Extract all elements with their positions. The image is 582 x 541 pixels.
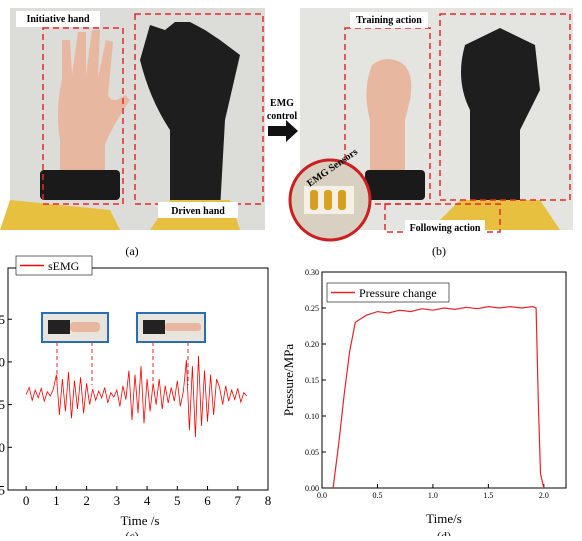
- x-tick-label: 6: [204, 493, 211, 508]
- legend-label: sEMG: [48, 259, 80, 273]
- photo-label: Initiative hand: [26, 14, 90, 25]
- x-tick-label: 2.0: [539, 491, 549, 500]
- photo-label: Driven hand: [171, 206, 225, 217]
- x-tick-label: 2: [83, 493, 90, 508]
- caption: (c): [125, 529, 138, 536]
- y-tick-label: 5: [0, 397, 5, 412]
- y-tick-label: 0.20: [305, 340, 319, 349]
- arrow-text: control: [267, 111, 298, 122]
- y-tick-label: 0.10: [305, 412, 319, 421]
- inset: [42, 313, 205, 385]
- x-tick-label: 5: [174, 493, 181, 508]
- y-tick-label: 5: [0, 483, 5, 498]
- data-line: [333, 307, 544, 488]
- y-tick-label: 0: [0, 440, 5, 455]
- x-tick-label: 8: [265, 493, 272, 508]
- x-axis-title: Time/s: [426, 511, 462, 526]
- x-tick-label: 1.0: [428, 491, 438, 500]
- plot-frame: [322, 272, 566, 488]
- y-tick-label: 0: [0, 354, 5, 369]
- caption: (d): [437, 529, 451, 536]
- photo-a: Initiative hand Driven hand: [0, 8, 265, 230]
- photo-label: Training action: [356, 15, 422, 26]
- x-tick-label: 3: [114, 493, 121, 508]
- caption: (a): [125, 244, 138, 258]
- x-tick-label: 0.5: [372, 491, 382, 500]
- photo-b: Training action Following action EMG Sen…: [290, 8, 573, 240]
- y-tick-label: 0.05: [305, 448, 319, 457]
- x-tick-label: 1: [53, 493, 60, 508]
- plot-frame: [8, 268, 268, 490]
- y-tick-label: 5: [0, 312, 5, 327]
- x-tick-label: 4: [144, 493, 151, 508]
- x-tick-label: 1.5: [483, 491, 493, 500]
- x-axis-title: Time /s: [121, 513, 160, 528]
- y-tick-label: 0.00: [305, 484, 319, 493]
- x-tick-label: 0: [23, 493, 30, 508]
- legend-label: Pressure change: [359, 286, 437, 300]
- y-tick-label: 0.30: [305, 268, 319, 277]
- arrow: [268, 120, 298, 142]
- data-line: [26, 356, 247, 437]
- y-axis-title: Pressure/MPa: [281, 344, 296, 416]
- y-tick-label: 0.25: [305, 304, 319, 313]
- y-tick-label: 0.15: [305, 376, 319, 385]
- arrow-text: EMG: [270, 98, 294, 109]
- photo-label: Following action: [410, 223, 481, 234]
- figure: Initiative hand Driven hand (a) EMG cont…: [0, 0, 582, 536]
- x-tick-label: 7: [235, 493, 242, 508]
- caption: (b): [432, 244, 446, 258]
